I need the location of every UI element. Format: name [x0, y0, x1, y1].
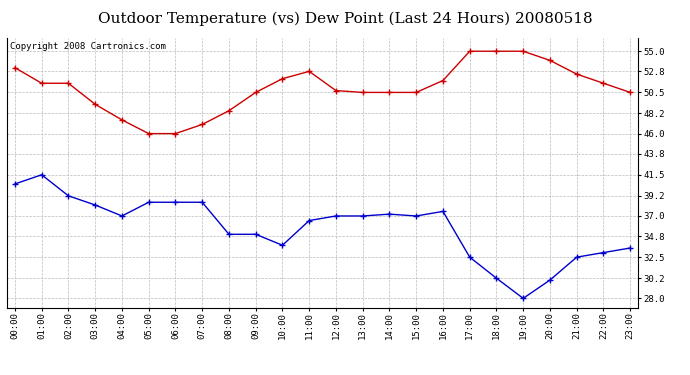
- Text: Copyright 2008 Cartronics.com: Copyright 2008 Cartronics.com: [10, 42, 166, 51]
- Text: Outdoor Temperature (vs) Dew Point (Last 24 Hours) 20080518: Outdoor Temperature (vs) Dew Point (Last…: [98, 11, 592, 26]
